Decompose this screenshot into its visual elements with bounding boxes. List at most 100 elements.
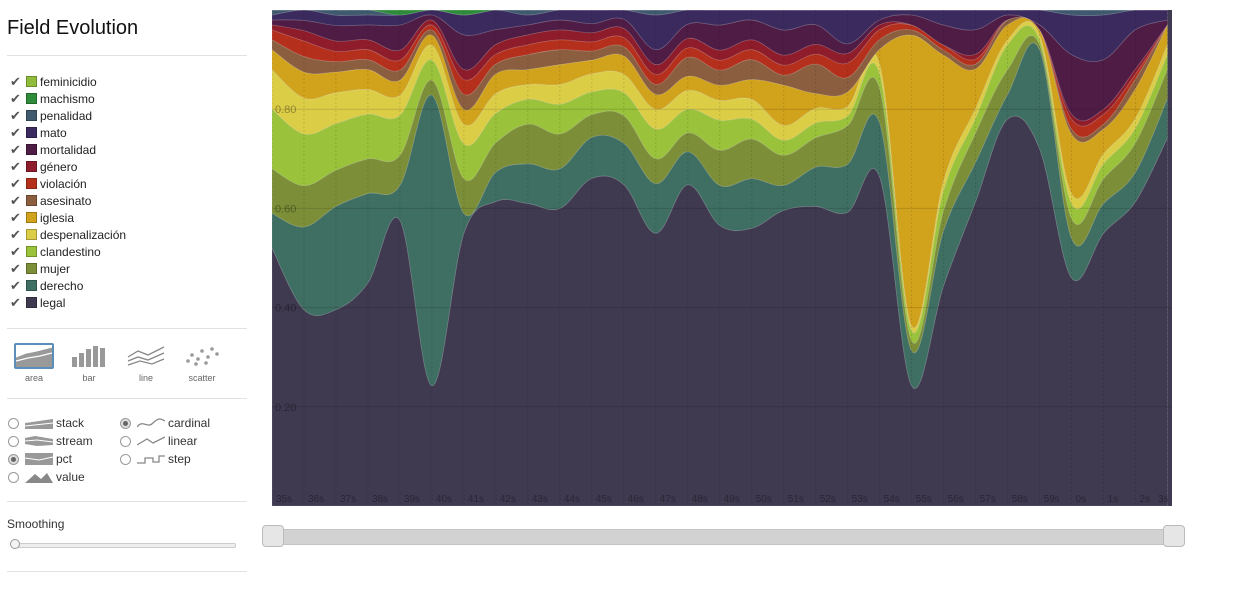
x-tick-label: 52s	[820, 494, 836, 505]
legend-label: clandestino	[40, 244, 101, 259]
interp-step-radio[interactable]	[120, 453, 131, 465]
cardinal-icon	[137, 418, 165, 428]
x-tick-label: 38s	[372, 494, 388, 505]
legend-item[interactable]: ✔ machismo	[10, 90, 95, 107]
legend-item[interactable]: ✔ iglesia	[10, 209, 74, 226]
legend-swatch	[26, 229, 37, 240]
legend-item[interactable]: ✔ mato	[10, 124, 67, 141]
page-title: Field Evolution	[7, 17, 139, 39]
checkmark-icon[interactable]: ✔	[10, 142, 21, 157]
offset-stack-label: stack	[56, 416, 85, 430]
series-area-género[interactable]	[271, 15, 1168, 127]
legend-item[interactable]: ✔ penalidad	[10, 107, 92, 124]
legend-item[interactable]: ✔ clandestino	[10, 243, 101, 260]
series-area-iglesia[interactable]	[271, 17, 1168, 329]
checkmark-icon[interactable]: ✔	[10, 91, 21, 106]
legend-swatch	[26, 178, 37, 189]
divider	[7, 501, 247, 502]
legend-item[interactable]: ✔ mujer	[10, 260, 70, 277]
legend-label: iglesia	[40, 210, 75, 225]
offset-stack-option[interactable]: stack	[8, 414, 84, 432]
legend-item[interactable]: ✔ violación	[10, 175, 87, 192]
renderer-scatter-button[interactable]: scatter	[180, 343, 224, 383]
legend-label: asesinato	[40, 193, 92, 208]
x-tick-label: 46s	[628, 494, 644, 505]
legend-swatch	[26, 297, 37, 308]
legend-item[interactable]: ✔ asesinato	[10, 192, 91, 209]
stream-icon	[25, 436, 53, 446]
series-area-clandestino[interactable]	[271, 25, 1168, 344]
series-area-mujer[interactable]	[271, 35, 1168, 354]
series-area-violación[interactable]	[271, 14, 1168, 138]
chart-area: 0.20 0.40 0.60 0.80 35s 36s 37s 38s 39s 40s 41s 42s…	[271, 9, 1172, 507]
offset-value-option[interactable]: value	[8, 468, 85, 486]
smoothing-slider-handle[interactable]	[10, 539, 20, 549]
x-tick-label: 40s	[436, 494, 452, 505]
legend-item[interactable]: ✔ feminicidio	[10, 73, 97, 90]
renderer-bar-button[interactable]: bar	[67, 343, 111, 383]
x-tick-label: 1s	[1108, 494, 1119, 505]
checkmark-icon[interactable]: ✔	[10, 125, 21, 140]
legend-label: legal	[40, 295, 66, 310]
interp-cardinal-radio[interactable]	[120, 417, 131, 429]
checkmark-icon[interactable]: ✔	[10, 227, 21, 242]
checkmark-icon[interactable]: ✔	[10, 108, 21, 123]
interp-step-option[interactable]: step	[120, 450, 191, 468]
interp-linear-radio[interactable]	[120, 435, 131, 447]
x-tick-label: 0s	[1076, 494, 1087, 505]
y-tick-label: 0.60	[275, 203, 296, 215]
legend-swatch	[26, 246, 37, 257]
interp-cardinal-label: cardinal	[168, 416, 211, 430]
interp-linear-label: linear	[168, 434, 198, 448]
interp-cardinal-option[interactable]: cardinal	[120, 414, 210, 432]
offset-pct-radio[interactable]	[8, 453, 19, 465]
stack-icon	[25, 419, 53, 429]
interp-step-label: step	[168, 452, 191, 466]
legend-label: feminicidio	[40, 74, 97, 89]
offset-stack-radio[interactable]	[8, 417, 19, 429]
checkmark-icon[interactable]: ✔	[10, 159, 21, 174]
range-slider-start-handle[interactable]	[262, 525, 284, 547]
legend-item[interactable]: ✔ mortalidad	[10, 141, 96, 158]
checkmark-icon[interactable]: ✔	[10, 193, 21, 208]
legend-item[interactable]: ✔ género	[10, 158, 77, 175]
legend-swatch	[26, 212, 37, 223]
renderer-area-button[interactable]: area	[12, 343, 56, 383]
checkmark-icon[interactable]: ✔	[10, 176, 21, 191]
renderer-scatter-label: scatter	[188, 373, 216, 383]
checkmark-icon[interactable]: ✔	[10, 74, 21, 89]
legend-label: machismo	[40, 91, 95, 106]
legend-label: mortalidad	[40, 142, 97, 157]
legend-item[interactable]: ✔ legal	[10, 294, 65, 311]
checkmark-icon[interactable]: ✔	[10, 261, 21, 276]
series-area-asesinato[interactable]	[271, 14, 1168, 143]
range-slider-end-handle[interactable]	[1163, 525, 1185, 547]
interp-linear-option[interactable]: linear	[120, 432, 197, 450]
smoothing-slider-track[interactable]	[12, 543, 236, 548]
line-chart-icon	[126, 343, 166, 369]
legend-swatch	[26, 127, 37, 138]
divider	[7, 398, 247, 399]
offset-stream-option[interactable]: stream	[8, 432, 93, 450]
legend-swatch	[26, 161, 37, 172]
offset-pct-option[interactable]: pct	[8, 450, 72, 468]
series-area-machismo[interactable]	[272, 9, 1168, 16]
series-area-penalidad[interactable]	[271, 9, 1168, 17]
x-tick-label: 3s	[1158, 494, 1169, 505]
checkmark-icon[interactable]: ✔	[10, 210, 21, 225]
legend-label: género	[40, 159, 78, 174]
x-tick-label: 36s	[308, 494, 324, 505]
bar-chart-icon	[69, 343, 109, 369]
offset-value-radio[interactable]	[8, 471, 19, 483]
checkmark-icon[interactable]: ✔	[10, 278, 21, 293]
legend-label: mato	[40, 125, 67, 140]
legend-item[interactable]: ✔ derecho	[10, 277, 83, 294]
checkmark-icon[interactable]: ✔	[10, 295, 21, 310]
checkmark-icon[interactable]: ✔	[10, 244, 21, 259]
legend-item[interactable]: ✔ despenalización	[10, 226, 126, 243]
offset-stream-radio[interactable]	[8, 435, 19, 447]
divider	[7, 55, 247, 56]
renderer-line-button[interactable]: line	[124, 343, 168, 383]
range-slider-track[interactable]	[264, 529, 1184, 545]
series-area-mortalidad[interactable]	[271, 14, 1168, 122]
